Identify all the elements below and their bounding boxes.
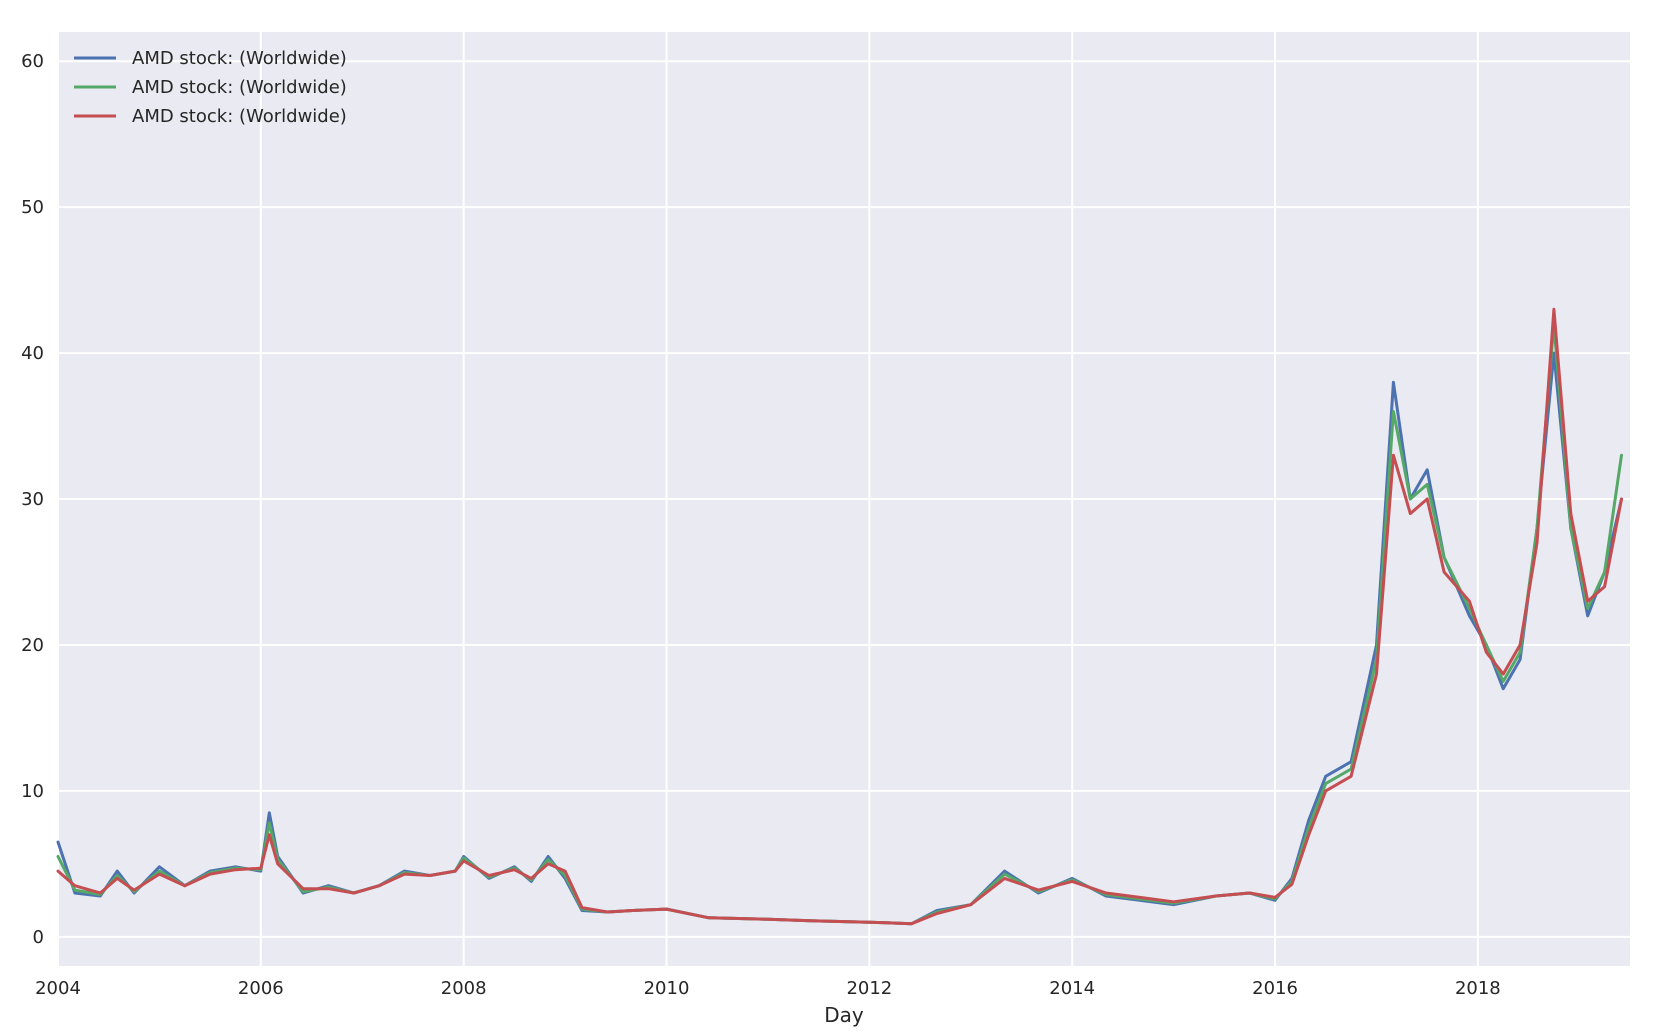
series-line-3 [56,307,1623,926]
legend-label-1: AMD stock: (Worldwide) [132,48,347,69]
y-tick-label: 60 [21,51,44,72]
x-tick-label: 2018 [1455,978,1501,999]
y-tick-label: 50 [21,197,44,218]
y-tick-labels: 0 10 20 30 40 50 60 [21,51,44,948]
x-tick-label: 2016 [1252,978,1298,999]
x-tick-label: 2006 [238,978,284,999]
y-tick-label: 20 [21,635,44,656]
x-tick-label: 2004 [35,978,81,999]
x-tick-label: 2012 [846,978,892,999]
legend-label-3: AMD stock: (Worldwide) [132,106,347,127]
y-tick-label: 10 [21,781,44,802]
y-tick-label: 0 [33,927,44,948]
x-tick-label: 2008 [441,978,487,999]
grid-lines-y [58,60,1630,938]
series-layer [56,307,1623,926]
x-tick-label: 2014 [1049,978,1095,999]
legend: AMD stock: (Worldwide) AMD stock: (Worldw… [74,48,347,127]
y-tick-label: 30 [21,489,44,510]
x-axis-title: Day [824,1003,864,1027]
legend-label-2: AMD stock: (Worldwide) [132,77,347,98]
y-tick-label: 40 [21,343,44,364]
x-tick-label: 2010 [644,978,690,999]
x-tick-labels: 2004 2006 2008 2010 2012 2014 2016 2018 [35,978,1501,999]
